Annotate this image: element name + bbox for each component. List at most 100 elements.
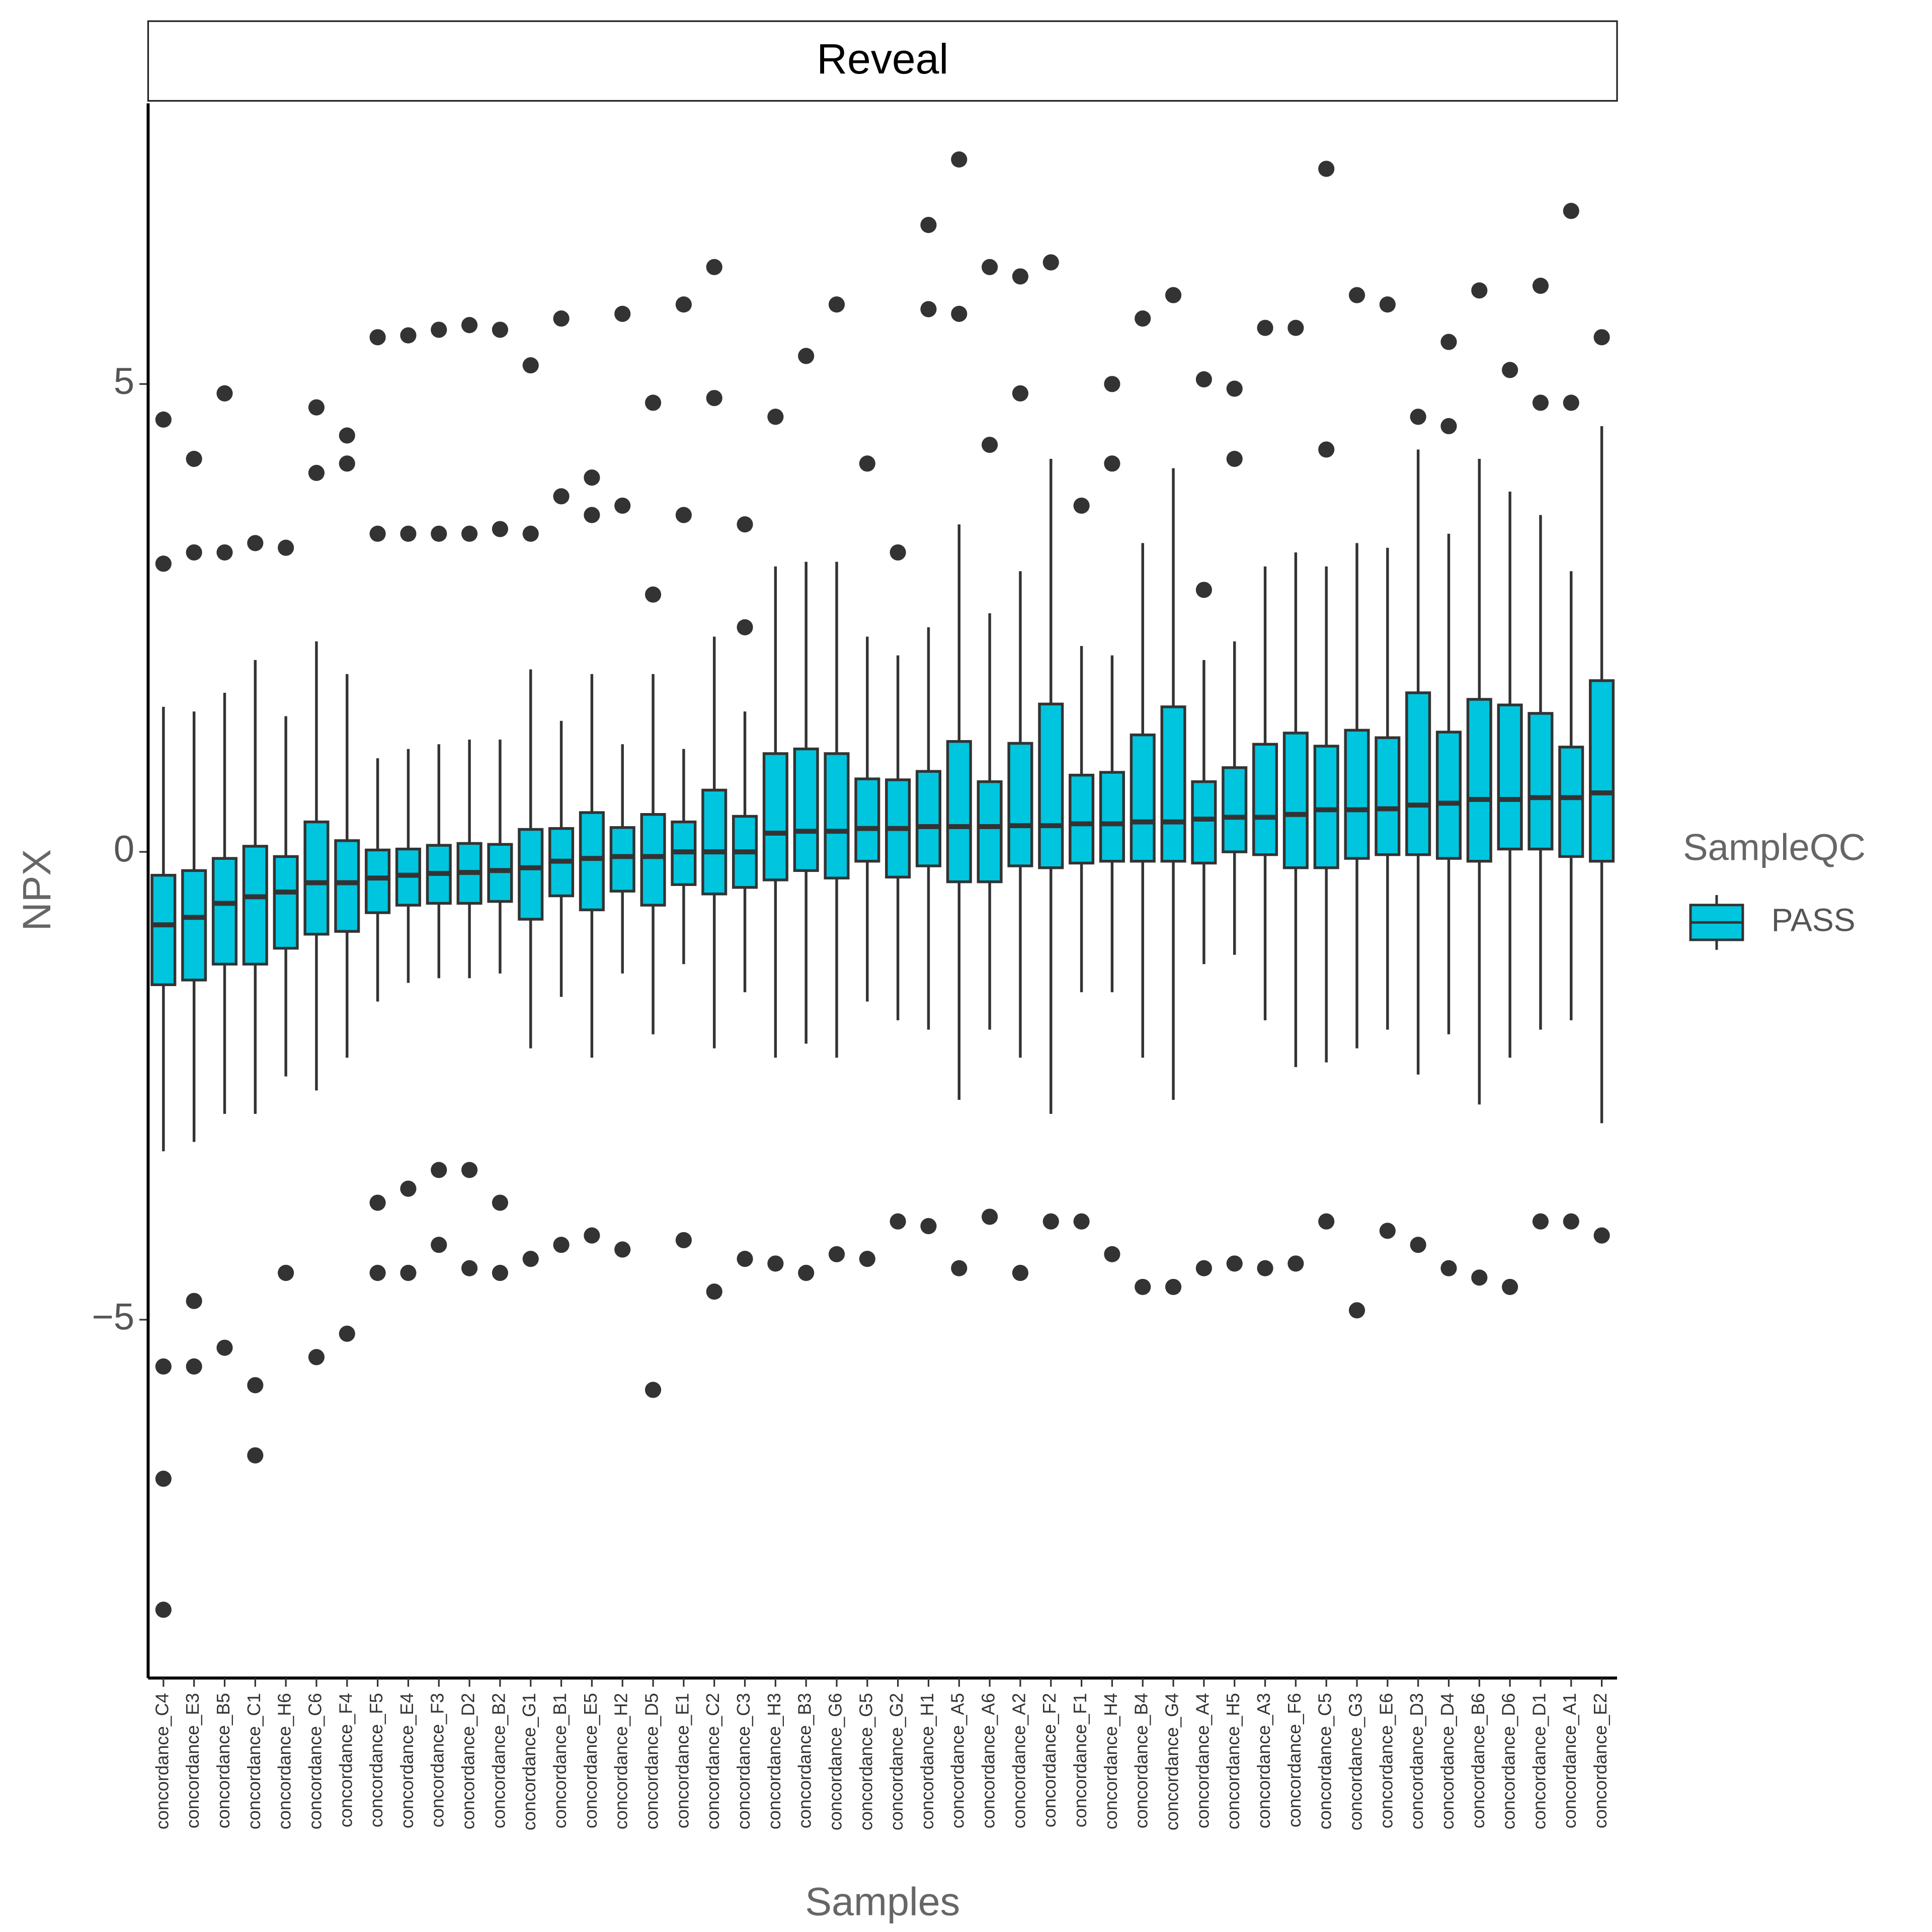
- box: [1282, 732, 1309, 869]
- box: [579, 811, 605, 912]
- outlier: [767, 409, 784, 425]
- outlier: [308, 1349, 325, 1365]
- outlier: [1593, 1227, 1610, 1244]
- x-tick-label: concordance_A2: [1009, 1693, 1029, 1828]
- x-tick-label: concordance_H6: [275, 1693, 295, 1829]
- outlier: [737, 1251, 753, 1267]
- outlier: [645, 586, 662, 603]
- outlier: [461, 525, 478, 542]
- x-tick-label: concordance_D1: [1529, 1693, 1549, 1829]
- x-tick-label: concordance_F5: [366, 1693, 386, 1827]
- outlier: [216, 1339, 233, 1356]
- x-tick-label: concordance_B5: [213, 1693, 233, 1828]
- outlier: [706, 259, 722, 275]
- box: [1466, 698, 1492, 863]
- x-tick-label: concordance_F3: [428, 1693, 448, 1827]
- outlier: [461, 317, 478, 334]
- x-tick-label: concordance_G4: [1162, 1693, 1182, 1830]
- x-tick-label: concordance_H1: [917, 1693, 937, 1829]
- outlier: [522, 525, 539, 542]
- x-tick-label: concordance_B1: [550, 1693, 570, 1828]
- outlier: [369, 1264, 386, 1281]
- outlier: [522, 357, 539, 374]
- outlier: [1042, 1213, 1059, 1230]
- outlier: [431, 321, 447, 338]
- outlier: [369, 329, 386, 346]
- outlier: [828, 1246, 845, 1262]
- outlier: [155, 1471, 172, 1487]
- outlier: [982, 437, 998, 453]
- outlier: [1042, 254, 1059, 271]
- outlier: [737, 619, 753, 635]
- outlier: [1348, 1302, 1365, 1319]
- outlier: [1104, 455, 1120, 472]
- box: [1130, 733, 1156, 863]
- outlier: [828, 296, 845, 313]
- outlier: [798, 1264, 815, 1281]
- x-tick-label: concordance_A5: [948, 1693, 968, 1828]
- outlier: [431, 525, 447, 542]
- outlier: [1012, 385, 1029, 401]
- outlier: [890, 1213, 906, 1230]
- y-tick-label: 5: [114, 360, 134, 402]
- box: [181, 869, 207, 982]
- outlier: [1226, 450, 1243, 467]
- outlier: [767, 1255, 784, 1272]
- x-tick-label: concordance_D2: [458, 1693, 478, 1829]
- box: [1405, 691, 1431, 856]
- box: [701, 788, 728, 896]
- outlier: [400, 1264, 417, 1281]
- outlier: [1348, 287, 1365, 303]
- outlier: [492, 1194, 508, 1211]
- x-tick-label: concordance_D6: [1499, 1693, 1519, 1829]
- outlier: [675, 296, 692, 313]
- outlier: [645, 1382, 662, 1398]
- x-axis-title: Samples: [805, 1879, 960, 1923]
- x-tick-label: concordance_C4: [152, 1693, 172, 1829]
- x-tick-label: concordance_C2: [703, 1693, 723, 1829]
- outlier: [369, 1194, 386, 1211]
- outlier: [553, 310, 570, 327]
- legend-title: SampleQC: [1683, 827, 1866, 868]
- box: [1344, 729, 1370, 860]
- outlier: [1287, 1255, 1304, 1272]
- x-tick-label: concordance_A1: [1560, 1693, 1580, 1828]
- outlier: [859, 455, 875, 472]
- box: [609, 826, 635, 893]
- outlier: [1257, 319, 1273, 336]
- x-tick-label: concordance_E2: [1590, 1693, 1611, 1828]
- outlier: [400, 525, 417, 542]
- outlier: [1165, 287, 1182, 303]
- box: [1160, 705, 1186, 863]
- outlier: [1379, 1223, 1396, 1239]
- outlier: [1195, 582, 1212, 598]
- outlier: [247, 535, 264, 551]
- outlier: [431, 1162, 447, 1178]
- x-tick-label: concordance_F2: [1039, 1693, 1060, 1827]
- outlier: [400, 327, 417, 344]
- x-tick-label: concordance_B2: [489, 1693, 509, 1828]
- outlier: [614, 1241, 631, 1258]
- x-tick-label: concordance_D4: [1437, 1693, 1458, 1829]
- outlier: [920, 217, 937, 233]
- box: [977, 780, 1003, 883]
- outlier: [737, 516, 753, 533]
- facet-label: Reveal: [817, 35, 948, 83]
- outlier: [247, 1447, 264, 1464]
- outlier: [645, 394, 662, 411]
- outlier: [859, 1251, 875, 1267]
- outlier: [920, 1218, 937, 1235]
- outlier: [890, 544, 906, 561]
- outlier: [1012, 268, 1029, 285]
- outlier: [1440, 418, 1457, 435]
- outlier: [339, 427, 355, 444]
- x-tick-label: concordance_H4: [1101, 1693, 1121, 1829]
- outlier: [155, 1601, 172, 1618]
- outlier: [951, 151, 968, 168]
- outlier: [1165, 1278, 1182, 1295]
- outlier: [584, 1227, 600, 1244]
- box: [1038, 702, 1064, 869]
- box: [1589, 679, 1615, 863]
- x-tick-label: concordance_G1: [519, 1693, 539, 1830]
